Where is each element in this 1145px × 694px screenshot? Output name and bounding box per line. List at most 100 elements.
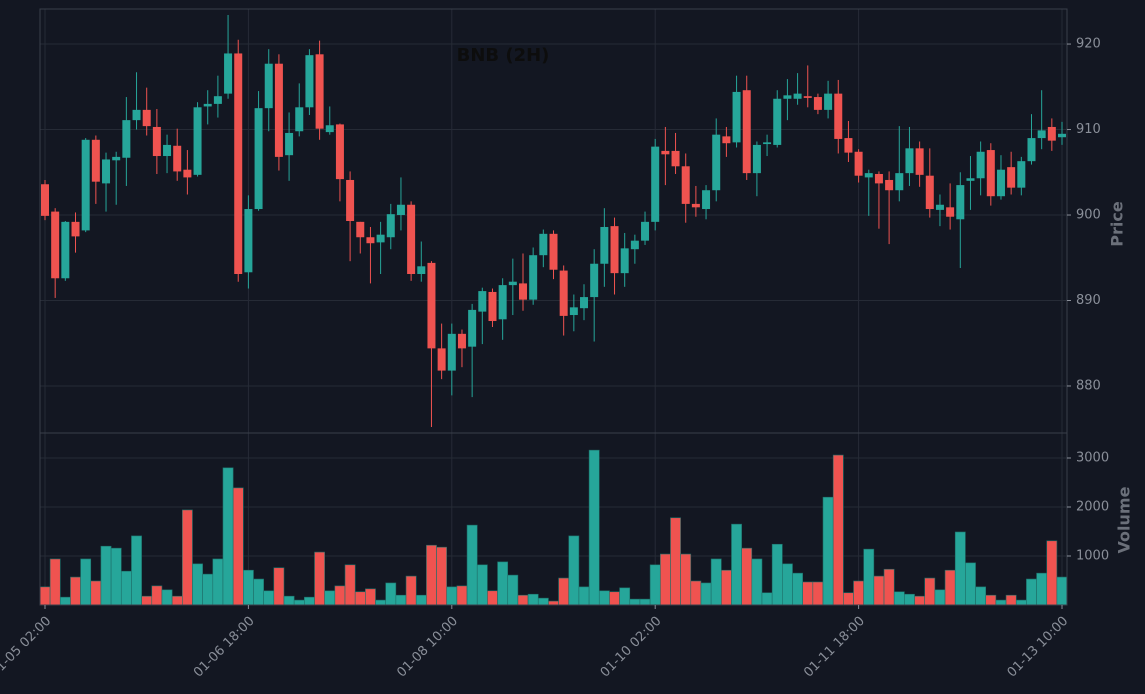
- candle-body: [183, 169, 192, 178]
- volume-bar: [548, 600, 559, 606]
- volume-bar: [507, 574, 519, 606]
- volume-bar: [934, 589, 946, 606]
- volume-bar: [731, 523, 742, 606]
- volume-bar: [588, 449, 600, 606]
- candle-body: [966, 178, 975, 181]
- volume-bar: [120, 570, 132, 606]
- candle-body: [1007, 167, 1016, 188]
- candle-body: [81, 139, 90, 231]
- volume-frame: [39, 432, 1068, 606]
- volume-bar: [832, 454, 844, 606]
- volume-bar: [853, 580, 864, 606]
- candle-body: [773, 98, 782, 145]
- candle-body: [946, 207, 955, 217]
- candle-body: [305, 55, 314, 108]
- volume-bar: [476, 564, 488, 606]
- candle-body: [885, 179, 894, 191]
- candle-body: [346, 179, 355, 221]
- volume-bar: [578, 586, 590, 606]
- volume-bar: [131, 535, 142, 606]
- volume-bar: [782, 563, 793, 606]
- candle-body: [213, 96, 222, 104]
- volume-bar: [344, 564, 356, 606]
- volume-bar: [100, 545, 112, 606]
- candle-body: [813, 97, 822, 110]
- volume-bar: [527, 593, 539, 606]
- y-axis-label: Price: [1108, 201, 1127, 247]
- volume-bar: [904, 593, 915, 606]
- volume-bar: [334, 585, 346, 606]
- candle-body: [437, 348, 446, 371]
- candle-body: [702, 190, 711, 210]
- volume-bar: [80, 558, 92, 606]
- candle-body: [722, 136, 731, 144]
- candle-body: [569, 307, 578, 316]
- volume-bar: [70, 576, 81, 606]
- volume-bar: [914, 595, 926, 606]
- volume-bar: [537, 597, 549, 606]
- candle-body: [691, 203, 700, 208]
- volume-bar: [415, 594, 427, 606]
- volume-bar: [609, 591, 620, 606]
- y-tick-label: 900: [1076, 208, 1101, 223]
- candle-body: [783, 95, 792, 99]
- candle-body: [518, 283, 527, 300]
- volume-bar: [639, 598, 651, 606]
- candle-body: [41, 184, 49, 216]
- candle-body: [752, 144, 761, 174]
- candle-body: [681, 166, 690, 204]
- candle-body: [274, 63, 283, 157]
- mark-layer: [39, 14, 1068, 606]
- candle-body: [488, 291, 497, 322]
- volume-bar: [375, 599, 386, 606]
- candle-body: [366, 237, 375, 244]
- candle-body: [427, 262, 436, 349]
- candle-body: [925, 175, 934, 210]
- volume-bar: [619, 587, 631, 606]
- candle-body: [834, 93, 843, 139]
- volume-bar: [202, 573, 214, 606]
- candle-body: [1017, 161, 1026, 188]
- candle-body: [132, 109, 141, 121]
- candle-body: [742, 90, 751, 174]
- candle-body: [447, 333, 456, 371]
- candle-body: [285, 132, 294, 156]
- volume-bar: [670, 517, 681, 606]
- volume-bar: [1005, 594, 1017, 606]
- volume-bar: [873, 575, 885, 606]
- candle-body: [824, 93, 833, 110]
- candle-body: [610, 226, 619, 274]
- candle-body: [671, 150, 680, 167]
- candle-body: [142, 109, 151, 127]
- volume-bar: [700, 582, 712, 606]
- candle-body: [193, 107, 202, 175]
- candle-body: [590, 263, 599, 298]
- candle-body: [61, 221, 70, 279]
- volume-bar: [659, 553, 671, 606]
- volume-bar: [568, 535, 580, 606]
- volume-bar: [232, 487, 244, 606]
- candle-body: [549, 233, 558, 270]
- volume-bar: [405, 575, 417, 606]
- candle-body: [508, 281, 517, 286]
- volume-bar: [721, 569, 732, 606]
- candle-body: [793, 93, 802, 99]
- volume-bar: [446, 586, 458, 606]
- volume-bar: [690, 580, 702, 606]
- volume-bar: [802, 581, 814, 606]
- volume-bar: [181, 509, 193, 606]
- volume-bar: [893, 591, 905, 606]
- candle-body: [91, 139, 100, 182]
- candle-body: [498, 285, 507, 320]
- candle-body: [264, 63, 273, 109]
- candle-body: [163, 144, 172, 157]
- candle-body: [986, 150, 995, 197]
- volume-bar: [273, 567, 285, 606]
- volume-bar: [151, 585, 163, 606]
- volume-bar: [212, 558, 224, 606]
- candle-body: [234, 53, 243, 274]
- candle-body: [468, 309, 477, 347]
- candle-body: [864, 173, 873, 178]
- y-tick-label: 890: [1076, 293, 1101, 308]
- candle-body: [956, 185, 965, 220]
